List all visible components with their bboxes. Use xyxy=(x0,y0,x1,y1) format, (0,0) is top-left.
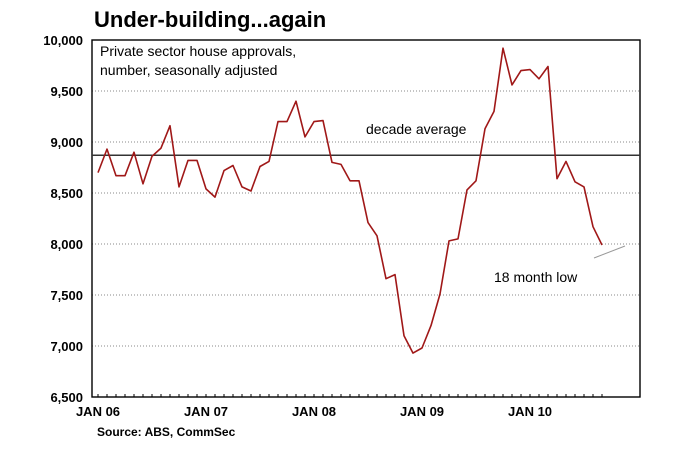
y-tick-label: 7,500 xyxy=(50,288,83,303)
y-tick-label: 10,000 xyxy=(43,33,83,48)
grid-layer xyxy=(92,90,640,347)
subtitle-line-1: Private sector house approvals, xyxy=(100,43,296,59)
approvals-line xyxy=(97,47,603,354)
y-tick-label: 6,500 xyxy=(50,390,83,405)
decade-average-label: decade average xyxy=(366,121,467,137)
y-tick-label: 8,500 xyxy=(50,186,83,201)
x-tick-label: JAN 10 xyxy=(508,404,552,419)
y-tick-label: 7,000 xyxy=(50,339,83,354)
plot-frame xyxy=(91,39,641,398)
x-tick-label: JAN 06 xyxy=(76,404,120,419)
series-layer xyxy=(92,47,640,354)
x-tick-label: JAN 07 xyxy=(184,404,228,419)
y-tick-label: 9,500 xyxy=(50,84,83,99)
source-note: Source: ABS, CommSec xyxy=(97,425,236,439)
x-tick-label: JAN 08 xyxy=(292,404,336,419)
x-tick-label: JAN 09 xyxy=(400,404,444,419)
axis-layer: 6,500 7,000 7,500 8,000 8,500 9,000 9,500 10,00… xyxy=(43,33,641,419)
subtitle-line-2: number, seasonally adjusted xyxy=(100,62,277,78)
low-point-label: 18 month low xyxy=(494,269,578,285)
low-point-leader xyxy=(593,245,626,259)
y-tick-label: 9,000 xyxy=(50,135,83,150)
y-tick-label: 8,000 xyxy=(50,237,83,252)
chart-title: Under-building...again xyxy=(94,7,326,32)
